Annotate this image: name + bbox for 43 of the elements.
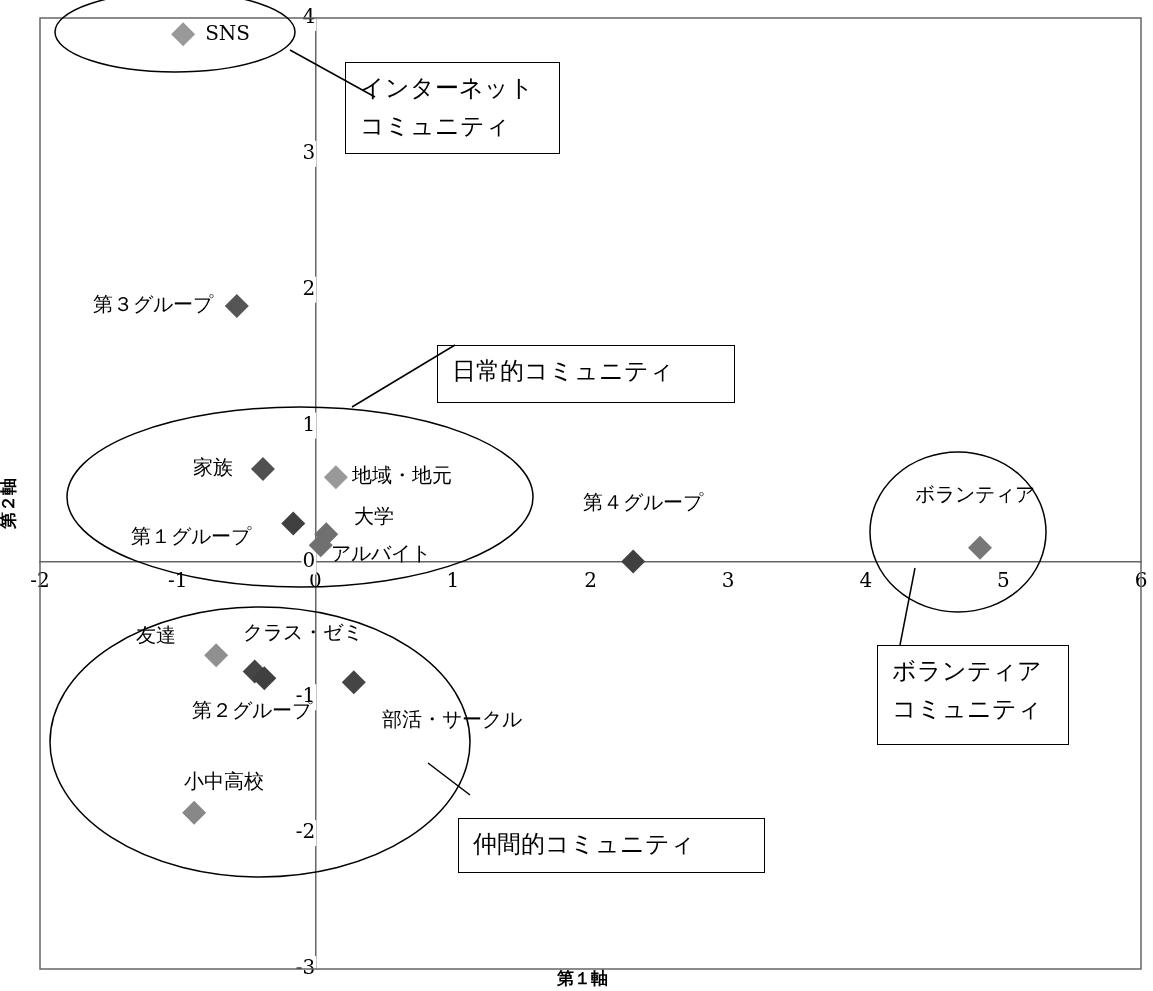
x-tick-label: 3	[721, 567, 735, 592]
callout-box: 日常的コミュニティ	[437, 345, 735, 403]
data-label: クラス・ゼミ	[242, 619, 363, 644]
data-label: 大学	[354, 504, 395, 529]
data-label: アルバイト	[330, 541, 431, 566]
callout-box: 仲間的コミュニティ	[458, 818, 765, 873]
point	[182, 800, 207, 825]
point	[171, 22, 196, 47]
x-axis-title: 第１軸	[556, 967, 608, 988]
y-tick-label: 2	[302, 275, 316, 300]
point	[204, 643, 229, 668]
data-label: ボランティア	[914, 482, 1035, 507]
y-tick-label: 4	[302, 4, 316, 29]
x-tick-label: 4	[859, 567, 873, 592]
point	[224, 294, 249, 319]
data-label: 家族	[192, 455, 233, 480]
point	[967, 535, 992, 560]
y-tick-label: -3	[295, 955, 316, 980]
data-label: 友達	[136, 623, 177, 648]
y-tick-label: -2	[295, 819, 316, 844]
data-label: SNS	[205, 20, 251, 45]
x-tick-label: 5	[997, 567, 1010, 592]
x-tick-label: 6	[1134, 567, 1148, 592]
point	[323, 465, 348, 490]
x-tick-label: 1	[446, 567, 460, 592]
x-tick-label: 2	[584, 567, 597, 592]
data-label: 第４グループ	[583, 489, 705, 514]
callout-box: インターネットコミュニティ	[345, 62, 560, 154]
data-label: 第１グループ	[131, 523, 253, 548]
callout-box: ボランティアコミュニティ	[877, 645, 1069, 745]
point	[341, 670, 366, 695]
point	[250, 457, 275, 482]
y-tick-label: 3	[302, 140, 316, 165]
x-tick-label: -1	[167, 567, 188, 592]
y-tick-label: 0	[302, 547, 316, 572]
y-axis-title: 第２軸	[0, 478, 19, 530]
y-tick-label: 1	[302, 411, 316, 436]
data-label: 地域・地元	[350, 463, 452, 488]
point	[621, 549, 646, 574]
x-tick-label: -2	[30, 567, 50, 592]
point	[281, 511, 306, 536]
data-label: 第３グループ	[92, 292, 214, 317]
data-label: 小中高校	[184, 768, 265, 793]
